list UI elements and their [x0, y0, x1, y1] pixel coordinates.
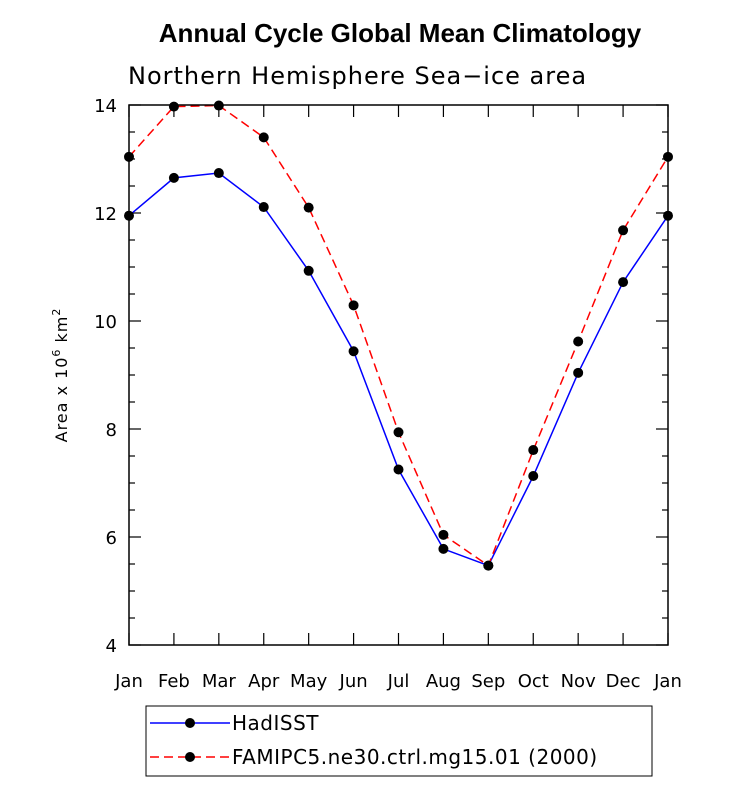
x-tick-label: Feb	[158, 671, 190, 692]
legend: HadISST FAMIPC5.ne30.ctrl.mg15.01 (2000)	[145, 705, 653, 777]
y-tick-label: 10	[94, 312, 117, 333]
data-point	[303, 265, 314, 276]
data-point	[168, 172, 179, 183]
data-point	[258, 202, 269, 213]
data-point	[303, 202, 314, 213]
legend-label: HadISST	[232, 711, 319, 735]
data-point	[573, 336, 584, 347]
y-tick-label: 14	[94, 96, 117, 117]
data-point	[438, 543, 449, 554]
x-tick-label: Mar	[202, 671, 237, 692]
x-tick-label: Jul	[387, 671, 410, 692]
legend-marker	[185, 752, 195, 762]
data-point	[618, 225, 629, 236]
tick-labels: Jan Feb Mar Apr May Jun Jul Aug Sep Oct Nov Dec Jan 4…	[94, 96, 682, 692]
x-tick-label: Nov	[561, 671, 596, 692]
chart-title: Annual Cycle Global Mean Climatology	[159, 18, 642, 48]
x-tick-label: May	[290, 671, 328, 692]
data-point	[438, 529, 449, 540]
x-tick-label: Jun	[339, 671, 368, 692]
x-tick-label: Apr	[248, 671, 280, 692]
y-tick-label: 12	[94, 204, 117, 225]
series-group	[124, 100, 673, 571]
data-point	[348, 300, 359, 311]
data-point	[258, 132, 269, 143]
data-point	[573, 367, 584, 378]
legend-marker	[185, 718, 195, 728]
series-layer	[124, 100, 673, 571]
y-axis-label: Area x 106 km2	[50, 308, 71, 443]
legend-label: FAMIPC5.ne30.ctrl.mg15.01 (2000)	[232, 745, 598, 769]
y-tick-label: 6	[106, 528, 117, 549]
series-group	[124, 168, 673, 571]
data-point	[393, 427, 404, 438]
series-line	[128, 172, 669, 567]
plot-frame	[128, 104, 669, 646]
data-point	[618, 277, 629, 288]
legend-box	[145, 705, 653, 777]
data-point	[213, 168, 224, 179]
x-tick-label: Jan	[114, 671, 143, 692]
data-point	[528, 445, 539, 456]
x-tick-label: Dec	[606, 671, 641, 692]
data-point	[168, 101, 179, 112]
y-tick-label: 4	[106, 636, 117, 657]
data-point	[483, 560, 494, 571]
x-tick-label: Jan	[653, 671, 682, 692]
chart-subtitle: Northern Hemisphere Sea−ice area	[128, 62, 587, 90]
axis-ticks	[128, 104, 669, 646]
x-tick-label: Oct	[518, 671, 549, 692]
data-point	[393, 464, 404, 475]
data-point	[528, 470, 539, 481]
y-tick-label: 8	[106, 420, 117, 441]
x-tick-label: Aug	[426, 671, 461, 692]
x-tick-label: Sep	[471, 671, 505, 692]
data-point	[348, 346, 359, 357]
